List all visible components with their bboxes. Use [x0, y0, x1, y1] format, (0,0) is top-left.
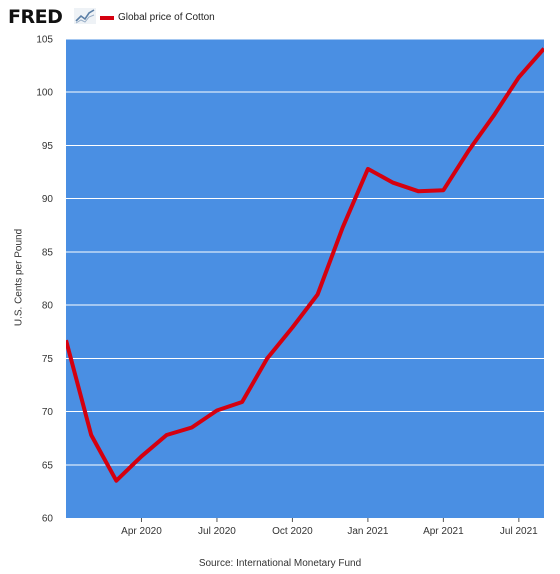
trend-line-icon — [74, 8, 96, 24]
y-tick-label: 60 — [42, 514, 54, 525]
x-tick-label: Apr 2021 — [423, 526, 464, 537]
y-tick-label: 75 — [42, 354, 54, 365]
x-tick-label: Apr 2020 — [121, 526, 162, 537]
y-tick-label: 100 — [36, 88, 53, 99]
y-tick-label: 90 — [42, 194, 54, 205]
x-tick-label: Jul 2020 — [198, 526, 236, 537]
legend-label: Global price of Cotton — [118, 12, 215, 23]
y-tick-label: 105 — [36, 35, 53, 46]
y-axis-label: U.S. Cents per Pound — [13, 228, 25, 327]
plot-area — [66, 39, 544, 518]
y-tick-label: 65 — [42, 460, 54, 471]
fred-logo[interactable]: FRED — [8, 6, 63, 28]
y-tick-label: 70 — [42, 407, 54, 418]
x-tick-label: Oct 2020 — [272, 526, 313, 537]
y-tick-label: 80 — [42, 301, 54, 312]
y-tick-label: 95 — [42, 141, 54, 152]
header: FRED Global price of Cotton — [8, 6, 548, 28]
x-tick-label: Jul 2021 — [500, 526, 538, 537]
source-note: Source: International Monetary Fund — [198, 558, 362, 569]
legend-swatch — [100, 16, 114, 20]
y-tick-label: 85 — [42, 247, 54, 258]
series-line-cotton — [66, 47, 544, 483]
x-tick-label: Jan 2021 — [347, 526, 389, 537]
